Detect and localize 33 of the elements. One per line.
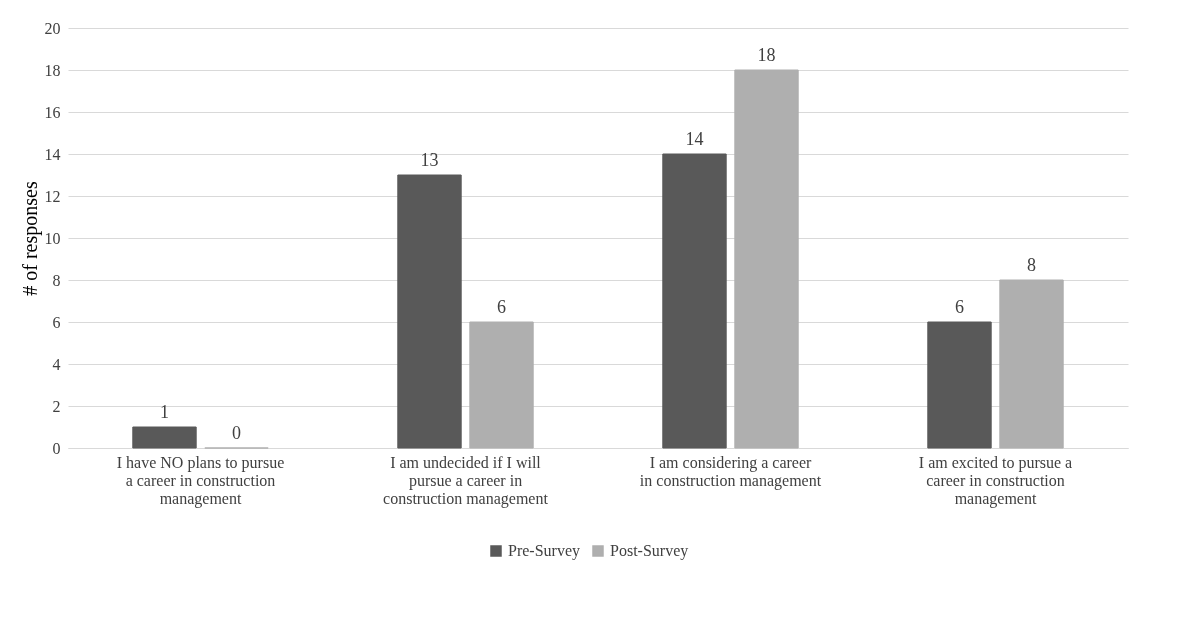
bar <box>927 321 992 449</box>
y-tick-label: 8 <box>52 271 61 289</box>
y-tick-label: 4 <box>52 355 61 373</box>
data-label: 0 <box>232 423 242 443</box>
y-tick-label: 6 <box>52 313 61 331</box>
y-tick-label: 10 <box>44 229 61 247</box>
y-axis-title: # of responses <box>18 181 42 296</box>
legend-label: Post-Survey <box>610 542 689 560</box>
legend-label: Pre-Survey <box>508 542 580 560</box>
bar <box>397 174 462 449</box>
y-tick-label: 2 <box>52 397 61 415</box>
bar <box>999 279 1064 449</box>
x-tick-label: I am considering a career in construction management <box>639 453 822 490</box>
data-label: 18 <box>757 45 776 65</box>
data-label: 1 <box>159 402 169 422</box>
y-tick-label: 20 <box>44 19 61 37</box>
bar <box>662 153 727 449</box>
y-tick-label: 14 <box>44 145 61 163</box>
y-tick-label: 16 <box>44 103 61 121</box>
data-label: 6 <box>954 297 964 317</box>
data-label: 6 <box>497 297 507 317</box>
x-tick-label: I am excited to pursue a career in construction management <box>918 453 1073 508</box>
data-label: 8 <box>1027 255 1037 275</box>
y-tick-label: 0 <box>52 439 61 457</box>
bar <box>734 69 799 449</box>
y-tick-label: 18 <box>44 61 61 79</box>
bar <box>469 321 534 449</box>
y-tick-label: 12 <box>44 187 61 205</box>
data-label: 13 <box>420 150 439 170</box>
x-tick-label: I am undecided if I will pursue a career in construction management <box>383 453 549 508</box>
data-label: 14 <box>685 129 704 149</box>
bar <box>132 426 197 449</box>
x-tick-label: I have NO plans to pursue a career in construction management <box>116 453 285 508</box>
